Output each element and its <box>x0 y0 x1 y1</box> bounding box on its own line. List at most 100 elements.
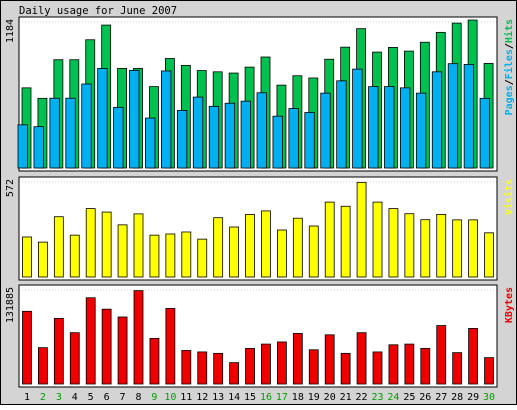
bar-kbytes <box>420 347 431 385</box>
bar-kbytes <box>149 337 160 385</box>
bar-kbytes <box>484 357 494 385</box>
bar-files <box>33 126 44 169</box>
x-tick-label: 25 <box>403 392 415 403</box>
plot-area-kbytes <box>18 284 498 388</box>
bar-files <box>415 92 427 169</box>
x-tick-label: 27 <box>435 392 447 403</box>
bar-files <box>160 70 172 169</box>
bar-visits <box>53 216 64 278</box>
bar-visits <box>229 226 240 278</box>
bar-visits <box>404 213 415 278</box>
x-tick-label: 5 <box>88 392 94 403</box>
x-tick-label: 24 <box>387 392 399 403</box>
bar-kbytes <box>340 352 351 385</box>
x-tick-label: 22 <box>356 392 368 403</box>
bar-visits <box>69 234 80 278</box>
legend-separator: / <box>504 79 515 85</box>
bar-visits <box>420 219 431 278</box>
legend-entry-files: Files <box>503 49 515 79</box>
bar-visits <box>292 217 303 278</box>
bar-kbytes <box>38 347 48 385</box>
bar-files <box>352 68 363 169</box>
bar-visits <box>101 211 112 278</box>
bar-visits <box>484 232 494 278</box>
bar-kbytes <box>404 343 415 385</box>
y-max-label-visits: 572 <box>5 179 16 197</box>
bar-kbytes <box>372 351 383 385</box>
y-max-label-kbytes: 131885 <box>5 287 16 323</box>
x-tick-label: 18 <box>292 392 304 403</box>
bar-files <box>368 86 379 169</box>
bar-files <box>97 68 108 169</box>
bar-files <box>463 64 475 169</box>
bar-visits <box>85 208 96 278</box>
bar-kbytes <box>436 325 447 385</box>
legend-entry-visits: Visits <box>503 179 515 215</box>
legend-hits-files: Pages/Files/Hits <box>503 19 515 115</box>
bar-visits <box>308 225 319 278</box>
bar-kbytes <box>292 332 303 385</box>
x-tick-label: 30 <box>483 392 495 403</box>
x-tick-label: 1 <box>24 392 30 403</box>
x-tick-label: 21 <box>340 392 352 403</box>
x-tick-label: 13 <box>212 392 224 403</box>
x-tick-label: 28 <box>451 392 463 403</box>
bar-files <box>320 92 331 169</box>
bar-visits <box>38 241 48 278</box>
panel-visits: 572 Visits <box>5 176 515 281</box>
x-tick-label: 4 <box>72 392 78 403</box>
bar-files <box>288 108 299 169</box>
panel-kbytes: 131885 KBytes <box>5 284 515 388</box>
x-tick-label: 8 <box>135 392 141 403</box>
bar-kbytes <box>69 332 80 385</box>
bar-files <box>479 97 490 169</box>
bar-visits <box>213 217 224 278</box>
bar-visits <box>388 208 399 278</box>
bar-files <box>272 115 283 169</box>
x-tick-label: 23 <box>371 392 383 403</box>
plot-area-visits <box>18 176 498 281</box>
bar-visits <box>372 201 383 278</box>
x-tick-label: 3 <box>56 392 62 403</box>
bar-visits <box>245 213 255 278</box>
bar-visits <box>149 234 160 278</box>
bar-files <box>145 117 156 169</box>
legend-kbytes: KBytes <box>504 287 515 323</box>
bar-files <box>256 92 267 169</box>
bar-visits <box>197 238 208 278</box>
bar-kbytes <box>308 349 319 385</box>
x-tick-label: 29 <box>467 392 479 403</box>
x-tick-label: 14 <box>228 392 240 403</box>
bar-files <box>81 83 92 169</box>
bar-visits <box>356 181 367 278</box>
x-tick-label: 20 <box>324 392 336 403</box>
bar-files <box>208 105 220 169</box>
bar-kbytes <box>101 308 112 385</box>
bar-visits <box>452 219 463 278</box>
bar-files <box>17 124 28 169</box>
bar-kbytes <box>53 318 64 385</box>
bar-kbytes <box>117 316 128 385</box>
bar-visits <box>436 213 447 278</box>
x-tick-label: 16 <box>260 392 272 403</box>
bar-kbytes <box>261 343 271 385</box>
legend-entry-pages: Pages <box>504 85 515 115</box>
day-labels: 1 2 3 4 5 6 7 8 9 10 11 12 13 14 15 16 17 18 19 20 21 22 23 24 2… <box>24 392 495 403</box>
bar-files <box>304 112 315 169</box>
bar-kbytes <box>356 332 367 385</box>
bar-files <box>384 86 395 169</box>
bar-kbytes <box>245 347 255 385</box>
bar-files <box>431 71 443 169</box>
bar-files <box>129 69 140 169</box>
x-tick-label: 19 <box>308 392 320 403</box>
x-tick-label: 7 <box>120 392 126 403</box>
bar-kbytes <box>197 351 208 385</box>
bar-files <box>65 97 76 169</box>
x-tick-label: 11 <box>180 392 192 403</box>
x-tick-label: 9 <box>151 392 157 403</box>
bar-files <box>176 110 188 169</box>
legend-visits: Visits <box>503 179 515 215</box>
bar-kbytes <box>276 341 287 385</box>
bar-visits <box>276 229 287 278</box>
